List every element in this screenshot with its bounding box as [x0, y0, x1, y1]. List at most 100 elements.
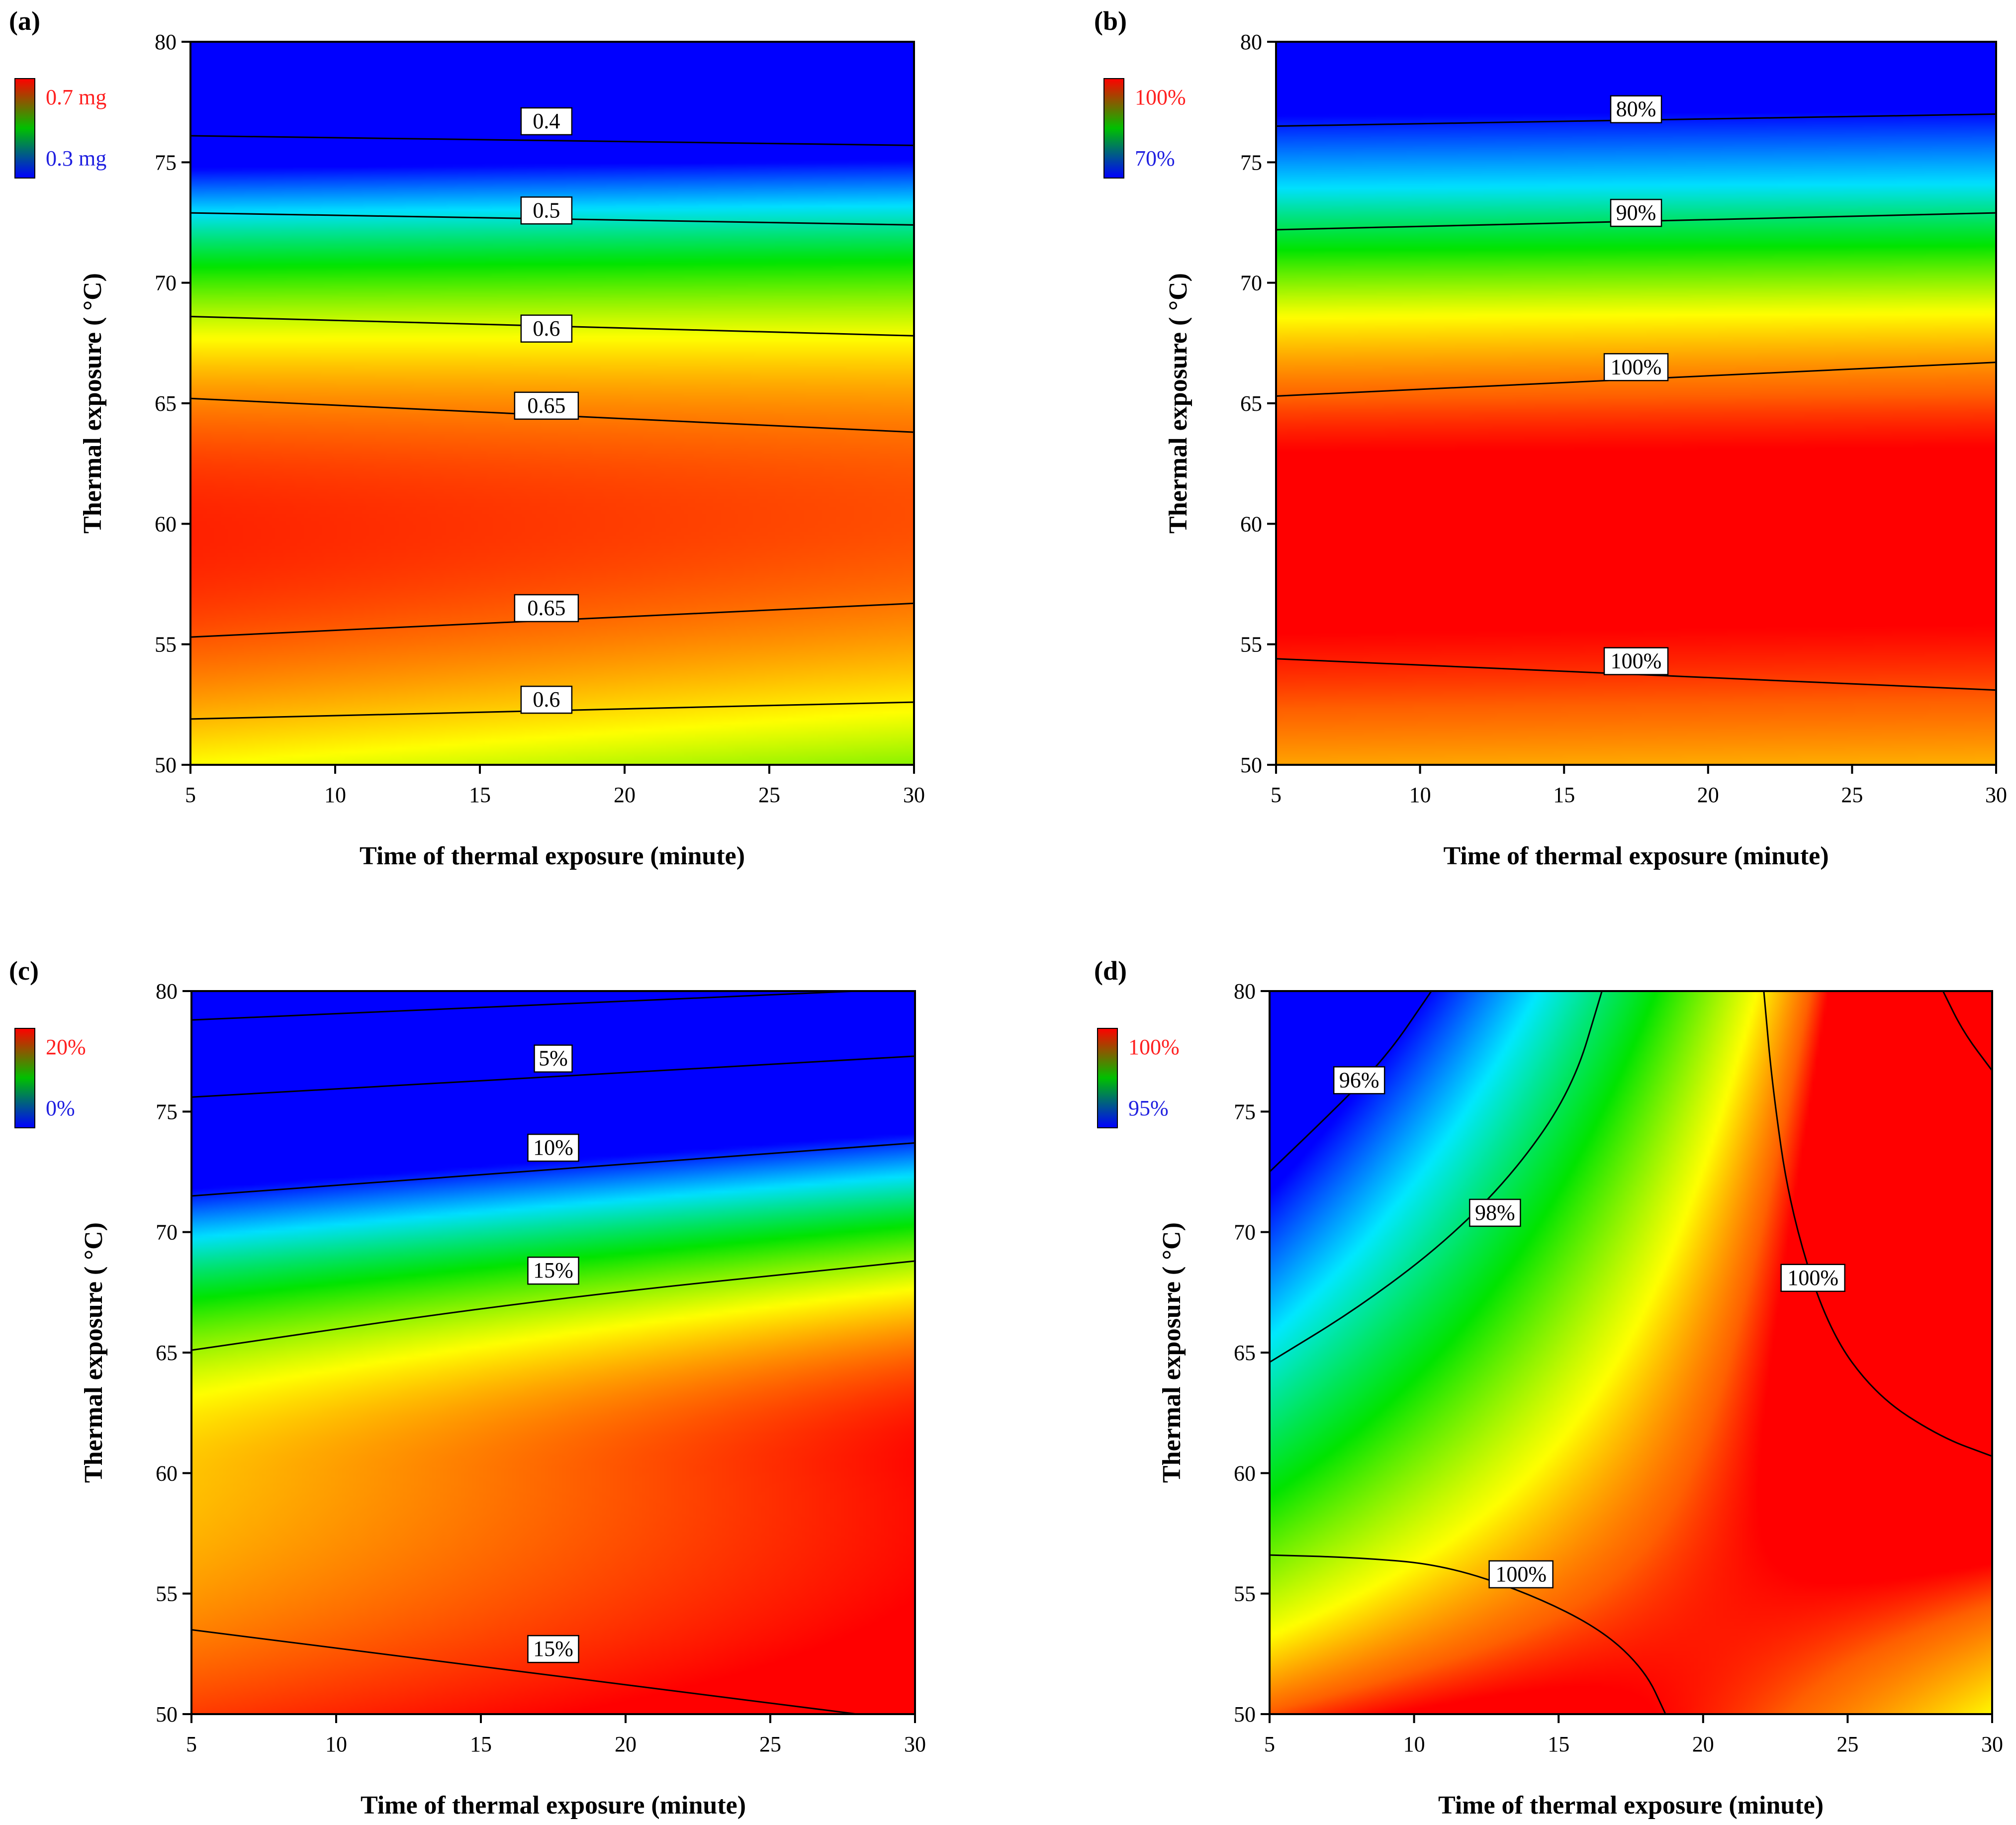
contour-label-text: 5% — [539, 1046, 568, 1071]
y-tick-label: 70 — [1234, 1220, 1256, 1245]
contour-label-text: 100% — [1611, 355, 1662, 379]
x-tick-label: 15 — [1553, 783, 1575, 807]
y-tick-label: 50 — [1234, 1702, 1256, 1727]
color-legend: 100% 70% — [1103, 78, 1186, 179]
contour-label-box — [1469, 1198, 1521, 1227]
contour-label-text: 90% — [1616, 200, 1656, 225]
contour-label-box — [527, 1635, 579, 1663]
y-tick-label: 80 — [155, 30, 177, 54]
contour-label-text: 80% — [1616, 97, 1656, 121]
x-tick-label: 15 — [1548, 1732, 1569, 1756]
heatmap-surface — [1270, 991, 1992, 1714]
color-legend: 20% 0% — [14, 1028, 86, 1128]
x-tick-label: 5 — [186, 1732, 197, 1756]
legend-bar — [14, 1028, 35, 1128]
y-tick-label: 65 — [1234, 1341, 1256, 1365]
contour-label: 15% — [527, 1256, 579, 1285]
contour-label-box — [534, 1044, 573, 1073]
legend-high-label: 100% — [1135, 85, 1186, 109]
x-tick-label: 30 — [1985, 783, 2007, 807]
y-tick-label: 55 — [155, 633, 177, 657]
contour-label: 80% — [1610, 95, 1662, 123]
contour-label-box — [1780, 1264, 1845, 1292]
panel-b: 80% 90% 100% 100% 5 10 15 20 25 30 50 55 60 65 70 75 80 T… — [1094, 6, 2007, 870]
legend-high-label: 20% — [46, 1035, 86, 1059]
contour-label-text: 98% — [1475, 1200, 1515, 1225]
x-tick-label: 10 — [325, 1732, 347, 1756]
contour-label: 0.65 — [514, 594, 579, 623]
x-tick-label: 10 — [324, 783, 346, 807]
panel-a: 0.40.50.60.650.650.65 10 15 20 25 30505560657… — [9, 6, 925, 870]
x-tick-label: 10 — [1409, 783, 1431, 807]
y-tick-label: 60 — [1234, 1461, 1256, 1485]
y-axis-title: Thermal exposure ( °C) — [1164, 273, 1192, 534]
x-tick-label: 30 — [1981, 1732, 2003, 1756]
contour-label: 5% — [534, 1044, 573, 1073]
y-tick-label: 60 — [155, 512, 177, 536]
contour-label-box — [1333, 1066, 1385, 1095]
contour-label-box — [1603, 353, 1669, 381]
x-tick-label: 5 — [1264, 1732, 1275, 1756]
contour-label: 0.4 — [520, 107, 573, 136]
contour-line — [1942, 991, 1993, 1071]
x-tick-label: 25 — [759, 1732, 781, 1756]
panel-label: (b) — [1094, 6, 1127, 36]
color-legend: 100% 95% — [1097, 1028, 1180, 1128]
y-tick-label: 80 — [1240, 30, 1262, 54]
x-tick-label: 15 — [469, 783, 491, 807]
panel-label: (d) — [1094, 956, 1127, 986]
y-tick-label: 65 — [155, 391, 177, 416]
y-tick-label: 50 — [1240, 753, 1262, 777]
contour-label-box — [1610, 198, 1662, 227]
contour-label-box — [527, 1256, 579, 1285]
y-tick-label: 60 — [1240, 512, 1262, 536]
panel-d: 96% 98% 100% 100% 5 10 15 20 25 30 50 55 60 65 70 75 80 T… — [1094, 956, 2003, 1820]
x-tick-label: 15 — [470, 1732, 492, 1756]
contour-label-text: 0.6 — [533, 316, 560, 341]
y-tick-label: 70 — [156, 1220, 178, 1245]
heatmap-surface — [191, 991, 915, 1714]
contour-label-text: 0.6 — [533, 687, 560, 712]
y-tick-label: 80 — [1234, 979, 1256, 1004]
contour-label: 0.6 — [520, 314, 573, 343]
contour-label: 100% — [1603, 353, 1669, 381]
contour-label: 98% — [1469, 1198, 1521, 1227]
contour-label-text: 0.65 — [527, 596, 565, 620]
contour-label: 0.65 — [514, 391, 579, 420]
y-tick-label: 75 — [1240, 150, 1262, 175]
contour-label-box — [527, 1133, 579, 1162]
contour-line — [191, 1055, 916, 1098]
contour-label: 15% — [527, 1635, 579, 1663]
y-axis-title: Thermal exposure ( °C) — [80, 1222, 108, 1483]
legend-low-label: 70% — [1135, 146, 1175, 171]
y-tick-label: 75 — [156, 1099, 178, 1124]
contour-label: 100% — [1780, 1264, 1845, 1292]
x-tick-label: 30 — [903, 783, 925, 807]
contour-label-text: 0.65 — [527, 393, 565, 418]
contour-label-box — [520, 685, 573, 714]
x-tick-label: 25 — [1841, 783, 1863, 807]
contour-line — [1763, 991, 1993, 1457]
contour-label-text: 100% — [1787, 1266, 1838, 1290]
contour-label-text: 0.5 — [533, 198, 560, 222]
contour-label: 0.6 — [520, 685, 573, 714]
x-tick-label: 5 — [185, 783, 196, 807]
y-tick-label: 75 — [155, 150, 177, 175]
y-tick-label: 70 — [1240, 271, 1262, 295]
contour-line — [191, 1629, 857, 1715]
contour-label-box — [514, 391, 579, 420]
contour-line — [191, 990, 857, 1021]
contour-line — [191, 1142, 916, 1197]
y-tick-label: 80 — [156, 979, 178, 1004]
contour-label: 100% — [1603, 647, 1669, 675]
contour-label-text: 10% — [533, 1135, 573, 1160]
x-axis-title: Time of thermal exposure (minute) — [361, 1791, 746, 1820]
x-tick-label: 30 — [904, 1732, 926, 1756]
legend-low-label: 0% — [46, 1096, 75, 1120]
y-tick-label: 60 — [156, 1461, 178, 1485]
contour-label-text: 15% — [533, 1637, 573, 1661]
contour-label-box — [520, 196, 573, 225]
color-legend: 0.7 mg 0.3 mg — [14, 78, 106, 179]
contour-label-text: 15% — [533, 1258, 573, 1282]
